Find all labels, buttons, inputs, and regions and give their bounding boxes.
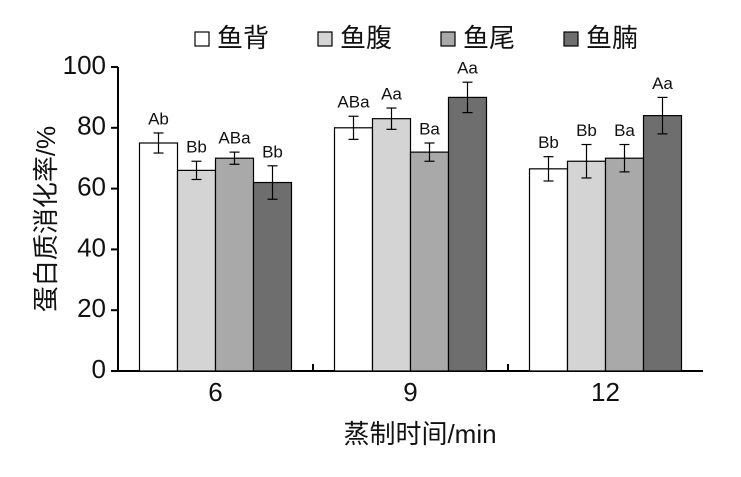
bar [371, 118, 412, 372]
error-bar [153, 132, 164, 154]
significance-label: Ba [614, 121, 635, 140]
x-tick-label: 6 [208, 377, 222, 407]
y-tick-label: 100 [63, 50, 106, 80]
significance-label: Ab [148, 109, 169, 128]
bar [214, 157, 255, 372]
bar [528, 168, 569, 372]
legend-label: 鱼腹 [340, 23, 392, 53]
error-bar [348, 115, 359, 140]
error-bar [657, 96, 668, 135]
y-tick-label: 40 [77, 232, 106, 262]
x-tick-label: 12 [591, 377, 620, 407]
legend-swatch [194, 31, 210, 47]
bar [409, 151, 450, 372]
error-bar [581, 143, 592, 179]
significance-label: Aa [457, 59, 478, 78]
legend-label: 鱼背 [217, 23, 269, 53]
y-axis-label: 蛋白质消化率/% [31, 126, 61, 312]
y-tick-label: 20 [77, 293, 106, 323]
bar [176, 169, 217, 372]
error-bar [424, 142, 435, 162]
significance-label: ABa [218, 129, 251, 148]
error-bar [543, 156, 554, 182]
y-tick-label: 0 [92, 354, 106, 384]
bar [333, 127, 374, 372]
bar [566, 160, 607, 372]
error-bar [229, 151, 240, 165]
bar [447, 96, 488, 372]
legend-label: 鱼尾 [463, 23, 515, 53]
legend-swatch [563, 31, 579, 47]
x-tick-label: 9 [403, 377, 417, 407]
significance-label: ABa [337, 93, 370, 112]
bar [138, 142, 179, 372]
error-bar [619, 143, 630, 173]
bar [604, 157, 645, 372]
error-bar [386, 107, 397, 130]
significance-label: Aa [652, 74, 673, 93]
significance-label: Bb [576, 121, 597, 140]
x-axis-label: 蒸制时间/min [343, 419, 496, 449]
y-tick-label: 80 [77, 111, 106, 141]
error-bar [267, 165, 278, 200]
significance-label: Bb [538, 133, 559, 152]
significance-label: Ba [419, 119, 440, 138]
significance-label: Aa [381, 85, 402, 104]
significance-label: Bb [262, 142, 283, 161]
significance-label: Bb [186, 138, 207, 157]
legend-swatch [440, 31, 456, 47]
bar [252, 181, 293, 372]
legend-label: 鱼腩 [586, 23, 638, 53]
error-bar [462, 81, 473, 114]
error-bar [191, 160, 202, 181]
y-tick-label: 60 [77, 171, 106, 201]
legend-swatch [317, 31, 333, 47]
bar [642, 115, 683, 372]
